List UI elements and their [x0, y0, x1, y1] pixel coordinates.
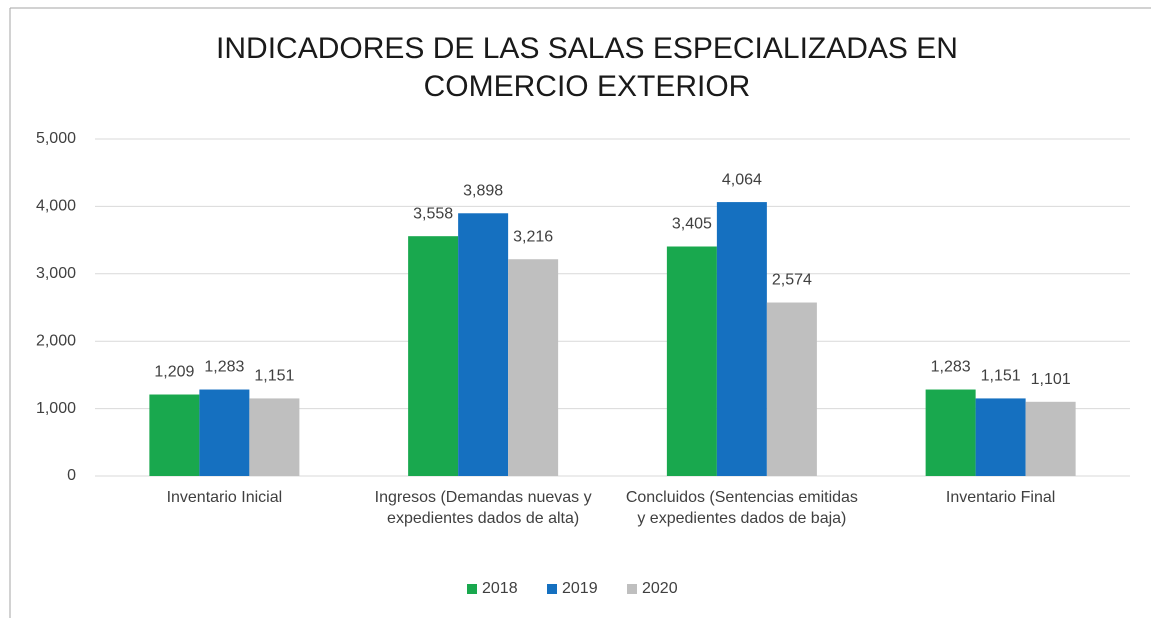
bar	[1025, 401, 1076, 476]
legend-label: 2018	[482, 580, 518, 597]
bar	[508, 259, 559, 476]
bar	[458, 213, 509, 477]
data-label: 3,405	[672, 216, 712, 233]
y-tick-label: 2,000	[36, 332, 76, 349]
bar	[666, 246, 717, 476]
data-label: 1,209	[154, 364, 194, 381]
data-label: 2,574	[772, 272, 812, 289]
y-tick-label: 4,000	[36, 198, 76, 215]
bar	[199, 389, 250, 476]
data-label: 3,216	[513, 228, 553, 245]
bar	[408, 236, 459, 476]
legend-label: 2020	[642, 580, 678, 597]
data-label: 1,151	[981, 368, 1021, 385]
x-tick-label: Inventario Final	[945, 489, 1056, 506]
y-tick-label: 1,000	[36, 400, 76, 417]
y-tick-label: 5,000	[36, 130, 76, 147]
y-tick-label: 0	[67, 467, 76, 484]
bar	[925, 389, 976, 476]
bar	[716, 202, 767, 476]
data-label: 1,283	[204, 359, 244, 376]
y-tick-label: 3,000	[36, 265, 76, 282]
legend-swatch	[627, 584, 637, 594]
x-tick-label: Ingresos (Demandas nuevas y expedientes …	[374, 489, 592, 527]
x-tick-label: Concluidos (Sentencias emitidas y expedi…	[625, 489, 858, 527]
bar	[975, 398, 1026, 476]
chart-title: INDICADORES DE LAS SALAS ESPECIALIZADAS …	[216, 32, 958, 103]
bar	[149, 394, 200, 476]
data-label: 1,151	[254, 368, 294, 385]
data-label: 1,283	[931, 359, 971, 376]
legend-swatch	[467, 584, 477, 594]
x-tick-label: Inventario Inicial	[166, 489, 283, 506]
bar	[766, 302, 817, 476]
data-label: 1,101	[1031, 371, 1071, 388]
bar	[249, 398, 300, 476]
legend-label: 2019	[562, 580, 598, 597]
data-label: 4,064	[722, 171, 762, 188]
legend-swatch	[547, 584, 557, 594]
data-label: 3,898	[463, 182, 503, 199]
data-label: 3,558	[413, 205, 453, 222]
